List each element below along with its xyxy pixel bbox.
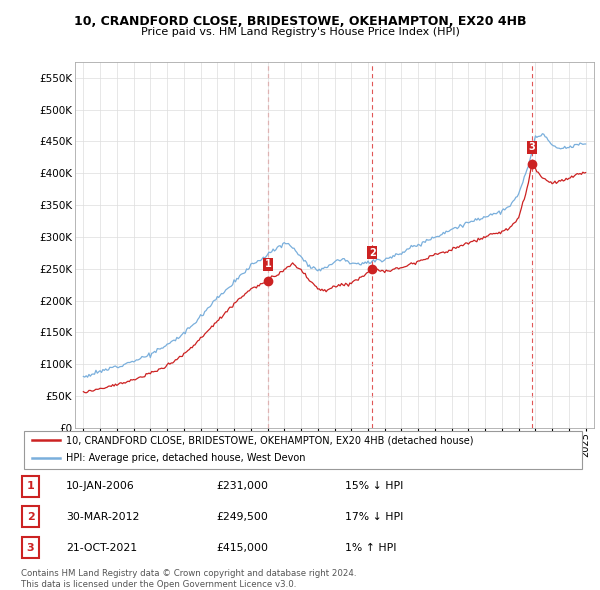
Text: 3: 3 — [529, 142, 535, 152]
FancyBboxPatch shape — [22, 506, 39, 527]
Text: 2: 2 — [27, 512, 34, 522]
Text: 17% ↓ HPI: 17% ↓ HPI — [345, 512, 403, 522]
Text: £415,000: £415,000 — [216, 543, 268, 552]
Text: 21-OCT-2021: 21-OCT-2021 — [66, 543, 137, 552]
Text: 10, CRANDFORD CLOSE, BRIDESTOWE, OKEHAMPTON, EX20 4HB: 10, CRANDFORD CLOSE, BRIDESTOWE, OKEHAMP… — [74, 15, 526, 28]
Text: 3: 3 — [27, 543, 34, 552]
FancyBboxPatch shape — [22, 537, 39, 558]
Text: 1: 1 — [265, 260, 271, 270]
Text: 10-JAN-2006: 10-JAN-2006 — [66, 481, 135, 491]
Text: 30-MAR-2012: 30-MAR-2012 — [66, 512, 139, 522]
FancyBboxPatch shape — [22, 476, 39, 497]
Text: £231,000: £231,000 — [216, 481, 268, 491]
Text: HPI: Average price, detached house, West Devon: HPI: Average price, detached house, West… — [66, 453, 305, 463]
Text: 10, CRANDFORD CLOSE, BRIDESTOWE, OKEHAMPTON, EX20 4HB (detached house): 10, CRANDFORD CLOSE, BRIDESTOWE, OKEHAMP… — [66, 435, 473, 445]
Text: 1% ↑ HPI: 1% ↑ HPI — [345, 543, 397, 552]
FancyBboxPatch shape — [24, 431, 582, 469]
Text: Price paid vs. HM Land Registry's House Price Index (HPI): Price paid vs. HM Land Registry's House … — [140, 27, 460, 37]
Text: 1: 1 — [27, 481, 34, 491]
Text: Contains HM Land Registry data © Crown copyright and database right 2024.
This d: Contains HM Land Registry data © Crown c… — [21, 569, 356, 589]
Text: 15% ↓ HPI: 15% ↓ HPI — [345, 481, 403, 491]
Text: 2: 2 — [369, 248, 376, 258]
Text: £249,500: £249,500 — [216, 512, 268, 522]
